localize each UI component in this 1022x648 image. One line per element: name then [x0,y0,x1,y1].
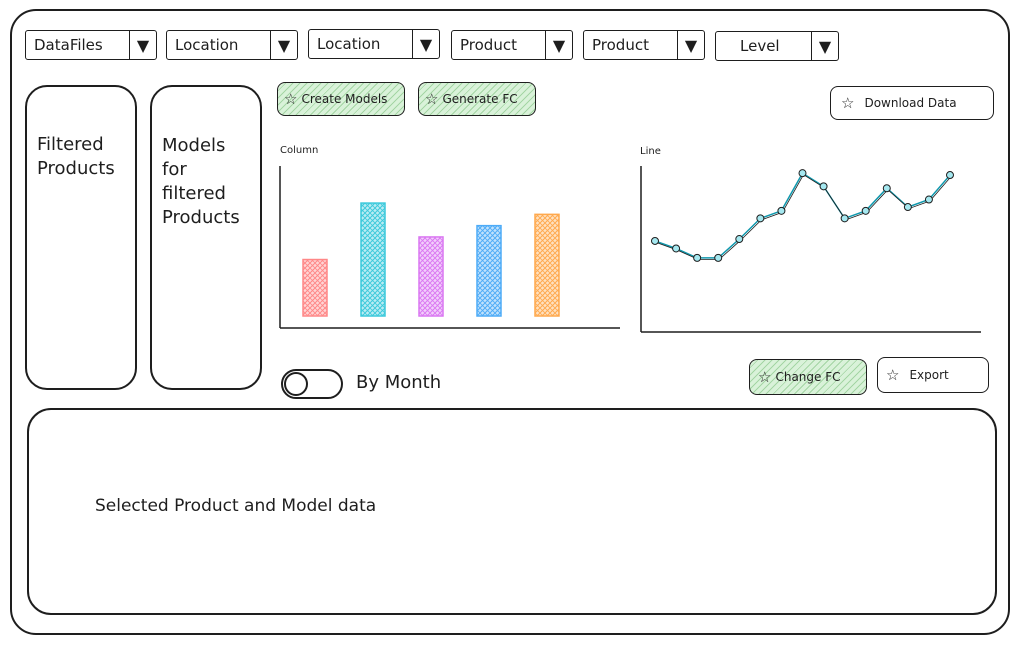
star-icon: ☆ [758,367,772,386]
button-label: Download Data [864,96,957,110]
export-button[interactable]: ☆ Export [877,357,989,393]
point-8 [819,182,828,191]
filtered-products-list[interactable]: Filtered Products [25,85,137,390]
point-12 [903,203,912,212]
column-chart-title: Column [280,145,319,156]
point-14 [946,171,954,180]
point-1 [672,244,681,253]
button-label: Export [909,368,949,382]
line-chart [640,166,981,333]
selected-data-placeholder: Selected Product and Model data [95,496,377,516]
point-5 [756,214,765,223]
column-chart [279,166,620,329]
app-window [10,9,1010,635]
panel-title: Models for filtered Products [162,135,240,228]
line-chart-title: Line [640,146,661,157]
dropdown-label: Product [460,36,517,54]
series-line [654,172,951,259]
series-line-sketch [655,174,952,260]
bar-3 [476,224,502,317]
download-data-button[interactable]: ☆ Download Data [830,86,994,120]
dropdown-location-2[interactable]: Location ▼ [308,29,440,59]
by-month-toggle[interactable] [281,369,343,399]
triangle-down-icon[interactable]: ▼ [677,31,704,59]
point-3 [714,253,723,262]
dropdown-product-1[interactable]: Product ▼ [451,30,573,60]
bar-4 [534,213,560,317]
point-6 [777,206,786,215]
star-icon: ☆ [841,93,855,112]
selected-data-panel[interactable]: Selected Product and Model data [27,408,997,615]
create-models-button[interactable]: ☆ Create Models [277,82,405,116]
point-9 [840,214,849,223]
bar-0 [302,258,328,317]
dropdown-datafiles[interactable]: DataFiles ▼ [25,30,157,60]
point-7 [798,169,807,178]
dropdown-label: Location [317,35,381,53]
point-4 [735,235,744,244]
star-icon: ☆ [425,89,439,108]
dropdown-label: Product [592,36,649,54]
bar-1 [360,202,386,317]
dropdown-label: Level [740,37,780,55]
triangle-down-icon[interactable]: ▼ [811,32,838,60]
point-13 [924,195,933,204]
dropdown-location-1[interactable]: Location ▼ [166,30,298,60]
panel-title: Filtered Products [37,134,115,179]
change-fc-button[interactable]: ☆ Change FC [749,359,867,395]
star-icon: ☆ [284,89,298,108]
models-list[interactable]: Models for filtered Products [150,85,262,390]
button-label: Change FC [775,370,841,384]
dropdown-level[interactable]: Level ▼ [715,31,839,61]
point-11 [882,184,891,193]
star-icon: ☆ [886,365,900,384]
triangle-down-icon[interactable]: ▼ [545,31,572,59]
point-10 [861,206,870,215]
dropdown-product-2[interactable]: Product ▼ [583,30,705,60]
toggle-label: By Month [356,372,442,393]
triangle-down-icon[interactable]: ▼ [412,30,439,58]
point-2 [693,253,702,262]
generate-fc-button[interactable]: ☆ Generate FC [418,82,536,116]
toggle-knob[interactable] [284,372,308,396]
triangle-down-icon[interactable]: ▼ [270,31,297,59]
dropdown-label: DataFiles [34,36,103,54]
button-label: Generate FC [442,92,518,106]
button-label: Create Models [301,92,388,106]
bar-2 [418,236,444,317]
point-0 [651,236,659,245]
dropdown-label: Location [175,36,239,54]
triangle-down-icon[interactable]: ▼ [129,31,156,59]
